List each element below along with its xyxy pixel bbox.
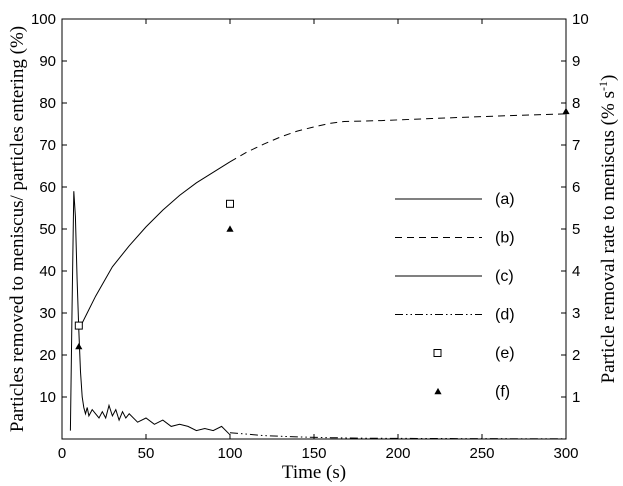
y-left-tick-label: 40: [39, 263, 56, 280]
legend-label-e: (e): [495, 345, 515, 362]
y-axis-right-label: Particle removal rate to meniscus (% s-1…: [596, 75, 619, 384]
y-left-tick-label: 100: [31, 11, 56, 28]
y-right-tick-label: 3: [572, 305, 580, 322]
y-left-tick-label: 90: [39, 53, 56, 70]
legend-label-d: (d): [495, 307, 515, 324]
x-tick-label: 0: [58, 445, 66, 462]
legend: (a) (b) (c) (d) (e) (f): [395, 191, 515, 401]
y-right-tick-label: 4: [572, 263, 580, 280]
marker-f: [562, 107, 570, 115]
y-left-tick-label: 60: [39, 179, 56, 196]
axis-ticks: [61, 18, 567, 439]
marker-f: [75, 343, 83, 350]
y-right-tick-label: 10: [572, 11, 589, 28]
y-axis-right-label-suffix: ): [598, 75, 619, 81]
legend-swatch-e: [433, 349, 442, 357]
y-axis-right-label-sup: -1: [596, 81, 610, 91]
series-line-a: [78, 161, 231, 331]
x-axis-label: Time (s): [282, 462, 346, 483]
y-right-tick-label: 9: [572, 53, 580, 70]
marker-e: [226, 199, 234, 208]
x-tick-label: 50: [138, 445, 155, 462]
x-tick-label: 200: [385, 445, 410, 462]
series-line-b: [229, 113, 567, 163]
y-axis-left-label: Particles removed to meniscus/ particles…: [7, 26, 28, 432]
y-right-tick-label: 7: [572, 137, 580, 154]
y-left-tick-label: 70: [39, 137, 56, 154]
legend-label-b: (b): [495, 230, 515, 247]
y-right-tick-label: 1: [572, 389, 580, 406]
y-right-tick-label: 2: [572, 347, 580, 364]
plot-frame: [61, 18, 567, 440]
legend-swatch-f: [434, 387, 442, 395]
y-left-tick-label: 80: [39, 95, 56, 112]
y-axis-right-label-prefix: Particle removal rate to meniscus (% s: [598, 91, 619, 383]
y-left-tick-label: 50: [39, 221, 56, 238]
y-right-tick-label: 6: [572, 179, 580, 196]
legend-label-c: (c): [495, 268, 514, 285]
y-right-tick-label: 5: [572, 221, 580, 238]
marker-e: [74, 321, 83, 330]
series-line-c: [69, 191, 231, 436]
series-line-d: [229, 432, 567, 440]
tick-labels: 0 50 100 150 200 250 300 10 20 30 40 50 60 70 80 90 100 1…: [31, 11, 589, 462]
legend-label-a: (a): [495, 191, 515, 208]
legend-label-f: (f): [495, 384, 510, 401]
x-tick-label: 300: [553, 445, 578, 462]
y-right-tick-label: 8: [572, 95, 580, 112]
y-left-tick-label: 30: [39, 305, 56, 322]
x-tick-label: 100: [217, 445, 242, 462]
series-layer: [69, 107, 570, 440]
y-left-tick-label: 20: [39, 347, 56, 364]
x-tick-label: 150: [301, 445, 326, 462]
y-left-tick-label: 10: [39, 389, 56, 406]
marker-f: [226, 225, 234, 232]
x-tick-label: 250: [469, 445, 494, 462]
